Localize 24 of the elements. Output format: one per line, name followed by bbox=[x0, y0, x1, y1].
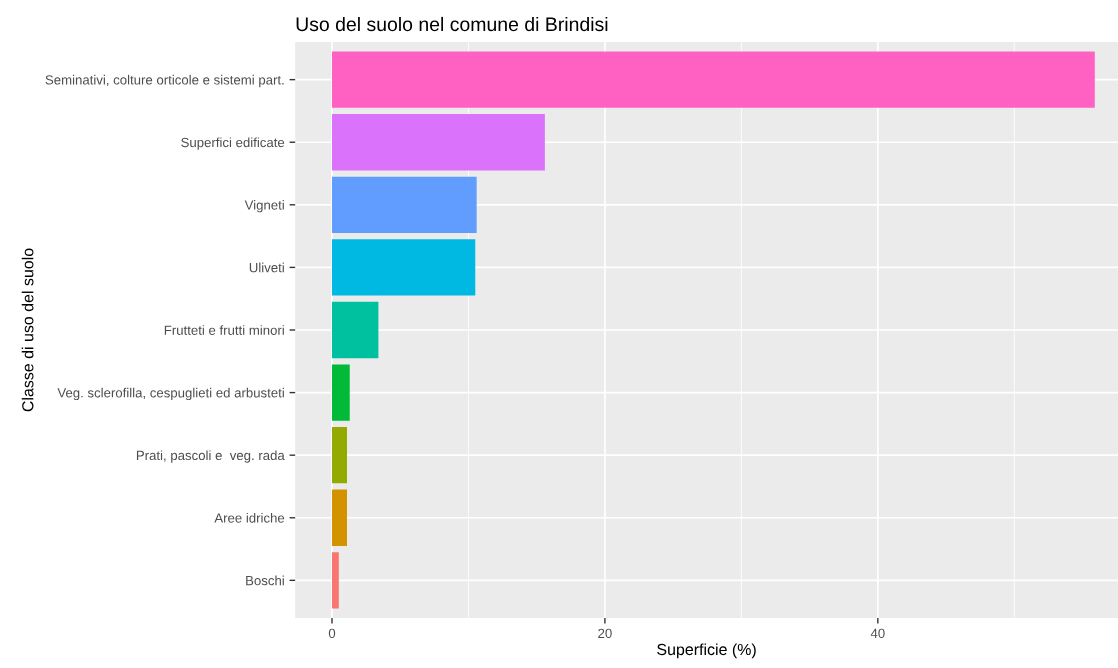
bar bbox=[332, 301, 379, 359]
bar bbox=[332, 239, 476, 296]
y-tick-label: Seminativi, colture orticole e sistemi part. bbox=[45, 74, 284, 88]
x-tick-label: 40 bbox=[870, 628, 885, 639]
y-tick-label: Boschi bbox=[246, 575, 284, 586]
y-tick-label: Superfici edificate bbox=[181, 137, 285, 150]
y-tick-label: Aree idriche bbox=[214, 512, 285, 523]
y-tick-label: Frutteti e frutti minori bbox=[164, 325, 284, 335]
y-axis-title: Classe di uso del suolo bbox=[21, 248, 34, 412]
bar bbox=[332, 114, 545, 171]
bar bbox=[332, 51, 1095, 108]
y-tick-label: Vigneti bbox=[244, 200, 284, 213]
bar bbox=[332, 489, 348, 546]
y-tick-label: Prati, pascoli e veg. rada bbox=[136, 450, 285, 463]
y-tick-label: Uliveti bbox=[249, 262, 284, 273]
y-tick-label: Veg. sclerofilla, cespuglieti ed arbusteti bbox=[57, 387, 284, 401]
chart-title: Uso del suolo nel comune di Brindisi bbox=[296, 16, 608, 32]
bar bbox=[332, 176, 477, 233]
x-tick-label: 20 bbox=[598, 628, 612, 639]
x-tick-label: 0 bbox=[328, 628, 336, 639]
bar bbox=[332, 552, 339, 609]
bar bbox=[332, 427, 348, 484]
x-axis-title: Superficie (%) bbox=[657, 643, 756, 659]
bar bbox=[332, 364, 350, 421]
